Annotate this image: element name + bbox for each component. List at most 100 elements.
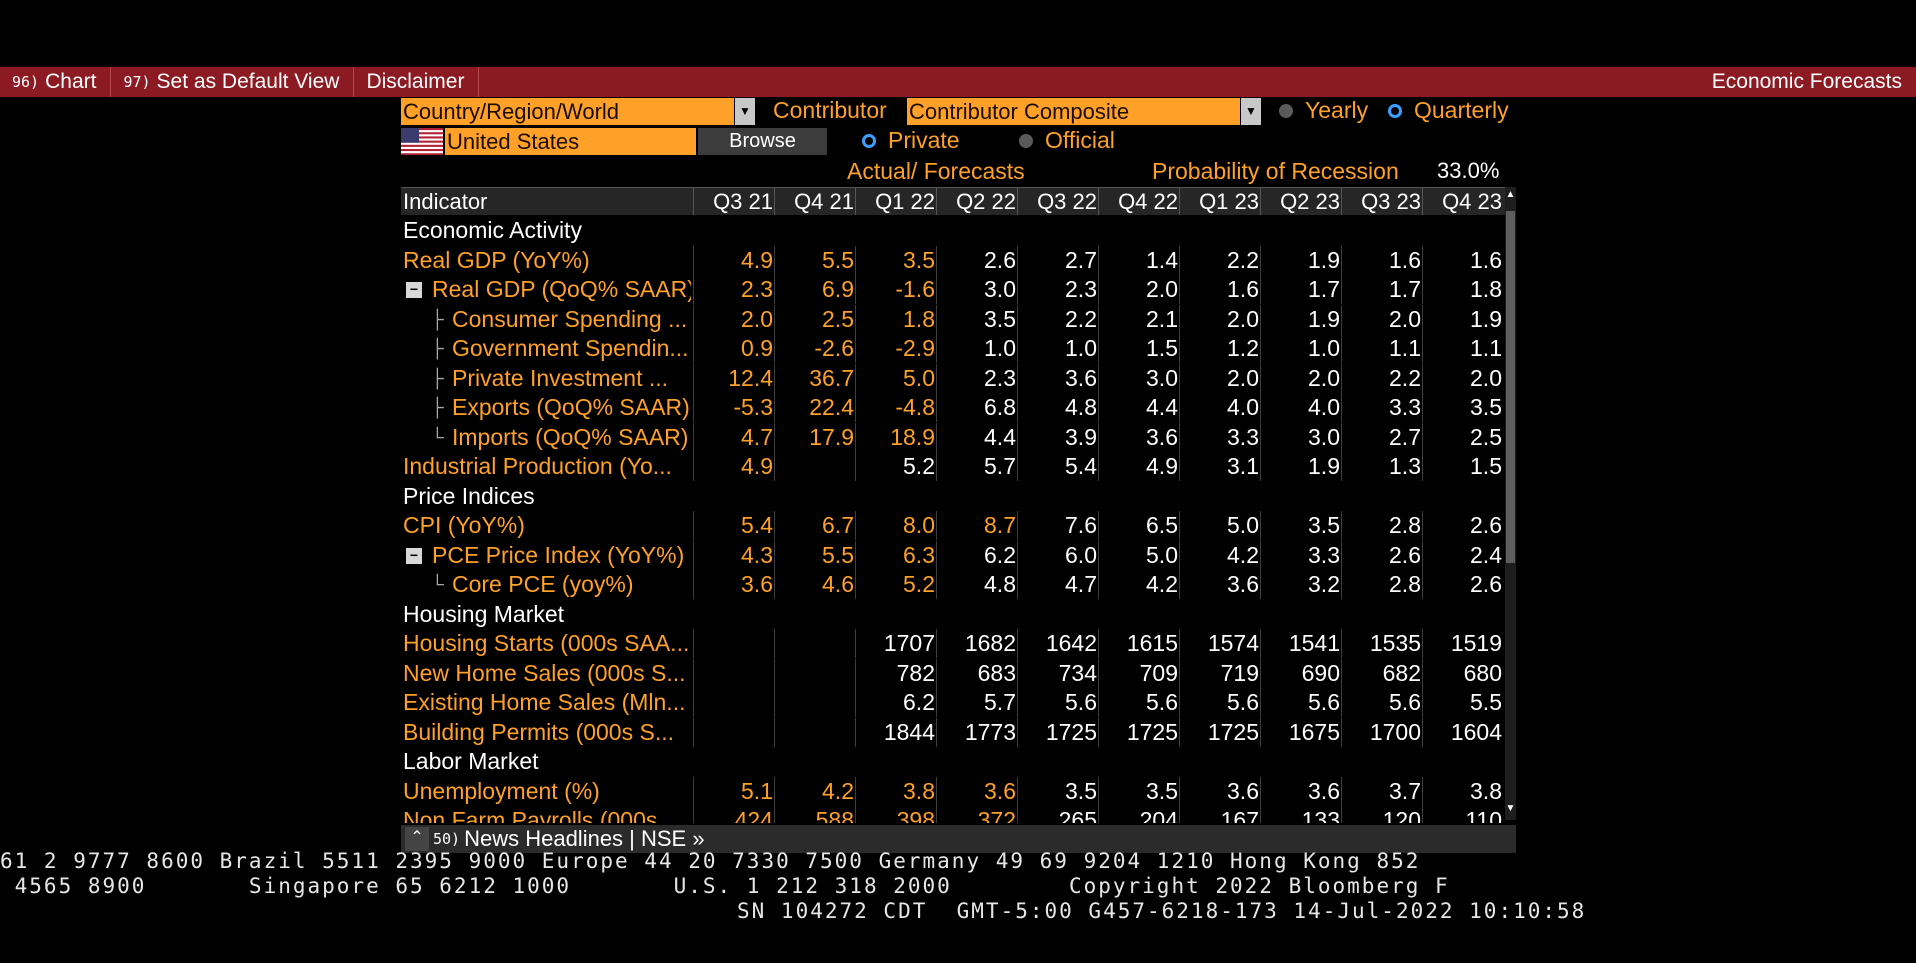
value-cell[interactable]: 22.4 [809, 394, 854, 420]
value-cell[interactable]: 2.0 [1470, 364, 1502, 391]
value-cell[interactable]: 8.0 [903, 512, 935, 538]
table-row[interactable]: Non Farm Payrolls (000s... 424 588 398 372 26… [401, 806, 1502, 823]
indicator-label[interactable]: PCE Price Index (YoY%) [432, 541, 685, 568]
value-cell[interactable]: 683 [977, 659, 1016, 686]
value-cell[interactable]: 1700 [1369, 718, 1421, 745]
value-cell[interactable]: 3.3 [1389, 394, 1421, 420]
value-cell[interactable]: 1.1 [1470, 335, 1502, 361]
value-cell[interactable]: 2.2 [1389, 364, 1421, 391]
value-cell[interactable]: 4.2 [1227, 541, 1259, 568]
scroll-thumb[interactable] [1506, 211, 1515, 563]
value-cell[interactable]: 36.7 [809, 364, 854, 391]
value-cell[interactable]: 4.0 [1308, 394, 1340, 420]
value-cell[interactable]: 4.9 [741, 453, 773, 479]
column-header[interactable]: Q4 21 [794, 189, 854, 214]
value-cell[interactable]: 424 [734, 807, 773, 823]
value-cell[interactable]: 6.2 [903, 689, 935, 715]
value-cell[interactable]: 12.4 [728, 364, 773, 391]
section-header[interactable]: Housing Market [401, 600, 1501, 629]
value-cell[interactable]: 4.0 [1227, 394, 1259, 420]
yearly-label[interactable]: Yearly [1305, 97, 1369, 123]
value-cell[interactable]: 690 [1301, 659, 1340, 686]
value-cell[interactable]: 0.9 [741, 335, 773, 361]
value-cell[interactable]: 1.0 [1065, 335, 1097, 361]
value-cell[interactable]: 1.5 [1470, 453, 1502, 479]
value-cell[interactable]: 3.8 [1470, 777, 1502, 804]
contributor-select[interactable]: Contributor Composite [907, 98, 1240, 125]
table-row[interactable]: ├ Private Investment ... 12.4 36.7 5.0 2.3 3.6… [401, 363, 1502, 393]
value-cell[interactable]: 5.6 [1308, 689, 1340, 715]
value-cell[interactable]: 5.5 [822, 541, 854, 568]
scroll-down-icon[interactable]: ▼ [1505, 803, 1516, 814]
value-cell[interactable]: 1.1 [1389, 335, 1421, 361]
column-header[interactable]: Q4 23 [1442, 189, 1502, 214]
official-radio[interactable] [1019, 134, 1033, 148]
value-cell[interactable]: -4.8 [895, 394, 935, 420]
value-cell[interactable]: 1675 [1288, 718, 1340, 745]
value-cell[interactable]: 1773 [964, 718, 1016, 745]
indicator-label[interactable]: Building Permits (000s S... [403, 718, 675, 745]
value-cell[interactable]: 1682 [964, 630, 1016, 656]
value-cell[interactable]: 4.3 [741, 541, 773, 568]
indicator-label[interactable]: Consumer Spending ... [452, 305, 688, 332]
value-cell[interactable]: 5.0 [903, 364, 935, 391]
value-cell[interactable]: 1541 [1288, 630, 1340, 656]
value-cell[interactable]: 5.6 [1065, 689, 1097, 715]
indicator-label[interactable]: Unemployment (%) [403, 777, 600, 804]
table-row[interactable]: ├ Government Spendin... 0.9 -2.6 -2.9 1.0 1.0 1… [401, 334, 1502, 363]
column-header[interactable]: Q4 22 [1118, 189, 1178, 214]
section-header[interactable]: Price Indices [401, 482, 1501, 511]
country-field[interactable]: United States [445, 128, 696, 155]
value-cell[interactable]: 4.8 [1065, 394, 1097, 420]
value-cell[interactable]: 204 [1139, 807, 1178, 823]
value-cell[interactable]: 3.6 [1308, 777, 1340, 804]
indicator-label[interactable]: Real GDP (YoY%) [403, 246, 590, 273]
column-header[interactable]: Q3 22 [1037, 189, 1097, 214]
value-cell[interactable]: 8.7 [984, 512, 1016, 538]
value-cell[interactable]: 719 [1220, 659, 1259, 686]
value-cell[interactable]: 2.5 [1470, 423, 1502, 450]
value-cell[interactable]: 398 [896, 807, 935, 823]
value-cell[interactable]: 6.9 [822, 276, 854, 302]
table-row[interactable]: ├ Consumer Spending ... 2.0 2.5 1.8 3.5 2.2 2.1… [401, 304, 1502, 334]
yearly-radio[interactable] [1279, 104, 1293, 118]
value-cell[interactable]: 4.7 [741, 423, 773, 450]
news-headlines-link[interactable]: News Headlines | NSE » [464, 826, 705, 851]
value-cell[interactable]: 5.0 [1227, 512, 1259, 538]
value-cell[interactable]: 1.9 [1470, 305, 1502, 332]
value-cell[interactable]: 4.9 [1146, 453, 1178, 479]
value-cell[interactable]: 1604 [1450, 718, 1502, 745]
value-cell[interactable]: 1.8 [1470, 276, 1502, 302]
column-header[interactable]: Q2 22 [956, 189, 1016, 214]
value-cell[interactable]: 3.6 [1227, 777, 1259, 804]
value-cell[interactable]: 3.0 [1146, 364, 1178, 391]
value-cell[interactable]: 1.4 [1146, 246, 1178, 273]
value-cell[interactable]: 3.2 [1308, 571, 1340, 597]
value-cell[interactable]: 6.5 [1146, 512, 1178, 538]
value-cell[interactable]: 782 [896, 659, 935, 686]
value-cell[interactable]: 709 [1139, 659, 1178, 686]
value-cell[interactable]: 1.5 [1146, 335, 1178, 361]
value-cell[interactable]: 4.2 [1146, 571, 1178, 597]
value-cell[interactable]: 5.6 [1389, 689, 1421, 715]
set-default-view-button[interactable]: 97) Set as Default View [111, 67, 355, 97]
indicator-label[interactable]: Imports (QoQ% SAAR) [452, 423, 689, 450]
value-cell[interactable] [698, 688, 773, 717]
value-cell[interactable]: 18.9 [890, 423, 935, 450]
value-cell[interactable]: 5.5 [822, 246, 854, 273]
value-cell[interactable] [698, 629, 773, 658]
value-cell[interactable]: 1725 [1207, 718, 1259, 745]
column-header[interactable]: Q1 22 [875, 189, 935, 214]
value-cell[interactable]: 1574 [1207, 630, 1259, 656]
collapse-icon[interactable]: − [406, 547, 422, 564]
table-row[interactable]: − PCE Price Index (YoY%) 4.3 5.5 6.3 6.2 6.0 5.… [401, 540, 1502, 570]
value-cell[interactable]: 4.7 [1065, 571, 1097, 597]
table-row[interactable]: New Home Sales (000s S... 782 683 734 709 719… [401, 658, 1502, 688]
value-cell[interactable]: 3.9 [1065, 423, 1097, 450]
value-cell[interactable]: 2.8 [1389, 571, 1421, 597]
value-cell[interactable]: 1.9 [1308, 305, 1340, 332]
indicator-label[interactable]: Industrial Production (Yo... [403, 453, 672, 479]
value-cell[interactable]: 1.2 [1227, 335, 1259, 361]
column-header[interactable]: Q2 23 [1280, 189, 1340, 214]
value-cell[interactable]: 6.2 [984, 541, 1016, 568]
